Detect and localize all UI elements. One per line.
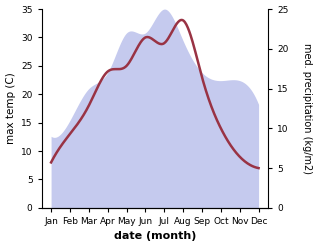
Y-axis label: max temp (C): max temp (C): [5, 73, 16, 144]
Y-axis label: med. precipitation (kg/m2): med. precipitation (kg/m2): [302, 43, 313, 174]
X-axis label: date (month): date (month): [114, 231, 196, 242]
